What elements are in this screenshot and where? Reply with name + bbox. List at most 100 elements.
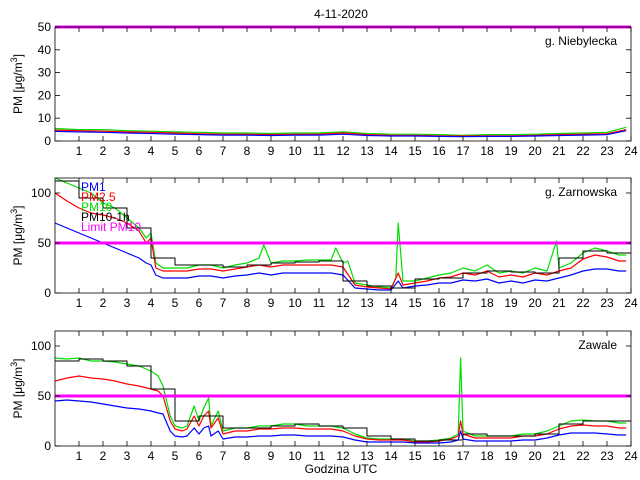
x-tick-label: 22 bbox=[576, 449, 590, 463]
x-tick-label: 18 bbox=[480, 449, 494, 463]
x-tick-label: 10 bbox=[288, 296, 302, 310]
x-tick-label: 10 bbox=[288, 144, 302, 158]
x-tick-label: 21 bbox=[552, 449, 566, 463]
y-tick-label: 100 bbox=[31, 339, 51, 353]
y-tick-label: 0 bbox=[44, 286, 51, 300]
chart-panel-1: 1 2 3 4 5 6 7 8 9 10 11 12 13 14 15 16 17 18 19 20 21 22 23 240… bbox=[9, 20, 638, 158]
x-tick-label: 20 bbox=[528, 144, 542, 158]
figure-title: 4-11-2020 bbox=[314, 7, 368, 21]
x-tick-label: 16 bbox=[432, 449, 446, 463]
series-pm1 bbox=[55, 399, 627, 444]
x-tick-label: 13 bbox=[360, 144, 374, 158]
x-tick-label: 16 bbox=[432, 296, 446, 310]
x-tick-label: 15 bbox=[408, 449, 422, 463]
x-tick-label: 19 bbox=[504, 144, 518, 158]
x-tick-label: 22 bbox=[576, 144, 590, 158]
x-tick-label: 8 bbox=[244, 144, 251, 158]
x-tick-label: 3 bbox=[124, 144, 131, 158]
x-tick-label: 16 bbox=[432, 144, 446, 158]
chart-panel-2: 1 2 3 4 5 6 7 8 9 10 11 12 13 14 15 16 17 18 19 20 21 22 23 240… bbox=[9, 177, 638, 310]
x-tick-label: 1 bbox=[76, 144, 83, 158]
y-tick-label: 40 bbox=[38, 43, 52, 57]
y-tick-label: 50 bbox=[38, 236, 52, 250]
x-tick-label: 5 bbox=[172, 144, 179, 158]
y-axis-label: PM [μg/m3] bbox=[9, 54, 25, 114]
x-tick-label: 3 bbox=[124, 296, 131, 310]
y-tick-label: 30 bbox=[38, 66, 52, 80]
x-tick-label: 9 bbox=[268, 144, 275, 158]
x-tick-label: 18 bbox=[480, 144, 494, 158]
station-name: g. Zarnowska bbox=[545, 185, 617, 199]
x-tick-label: 9 bbox=[268, 449, 275, 463]
x-axis-label: Godzina UTC bbox=[305, 462, 378, 476]
x-tick-label: 10 bbox=[288, 449, 302, 463]
x-tick-label: 6 bbox=[196, 144, 203, 158]
chart-panels: 1 2 3 4 5 6 7 8 9 10 11 12 13 14 15 16 17 18 19 20 21 22 23 240… bbox=[9, 20, 638, 463]
x-tick-label: 3 bbox=[124, 449, 131, 463]
x-tick-label: 13 bbox=[360, 296, 374, 310]
series-pm10_1h bbox=[55, 358, 631, 442]
series-pm10 bbox=[55, 126, 627, 136]
x-tick-label: 6 bbox=[196, 449, 203, 463]
x-tick-label: 5 bbox=[172, 449, 179, 463]
x-tick-label: 11 bbox=[313, 144, 326, 158]
y-axis-label: PM [μg/m3] bbox=[9, 206, 25, 266]
x-tick-label: 4 bbox=[148, 449, 155, 463]
x-tick-label: 23 bbox=[600, 144, 614, 158]
x-tick-label: 18 bbox=[480, 296, 494, 310]
x-tick-label: 14 bbox=[384, 449, 398, 463]
y-tick-label: 20 bbox=[38, 88, 52, 102]
series-pm1 bbox=[55, 222, 627, 291]
x-tick-label: 14 bbox=[384, 144, 398, 158]
x-tick-label: 2 bbox=[100, 449, 107, 463]
x-tick-label: 11 bbox=[313, 449, 326, 463]
legend-item-pm25: PM2.5 bbox=[81, 190, 116, 204]
x-tick-label: 8 bbox=[244, 296, 251, 310]
x-tick-label: 17 bbox=[456, 449, 470, 463]
x-tick-label: 8 bbox=[244, 449, 251, 463]
x-tick-label: 12 bbox=[336, 449, 350, 463]
x-tick-label: 5 bbox=[172, 296, 179, 310]
x-tick-label: 19 bbox=[504, 296, 518, 310]
x-tick-label: 2 bbox=[100, 144, 107, 158]
chart-panel-3: 1 2 3 4 5 6 7 8 9 10 11 12 13 14 15 16 17 18 19 20 21 22 23 240… bbox=[9, 330, 638, 463]
x-tick-label: 13 bbox=[360, 449, 374, 463]
y-axis-label: PM [μg/m3] bbox=[9, 359, 25, 419]
x-tick-label: 15 bbox=[408, 296, 422, 310]
x-tick-label: 9 bbox=[268, 296, 275, 310]
x-tick-label: 4 bbox=[148, 296, 155, 310]
x-tick-label: 1 bbox=[76, 296, 83, 310]
x-tick-label: 17 bbox=[456, 144, 470, 158]
x-tick-label: 23 bbox=[600, 296, 614, 310]
x-tick-label: 22 bbox=[576, 296, 590, 310]
y-tick-label: 10 bbox=[38, 111, 52, 125]
x-tick-label: 24 bbox=[624, 144, 638, 158]
x-tick-label: 24 bbox=[624, 296, 638, 310]
x-tick-label: 1 bbox=[76, 449, 83, 463]
station-name: g. Niebylecka bbox=[545, 34, 617, 48]
y-tick-label: 100 bbox=[31, 186, 51, 200]
x-tick-label: 21 bbox=[552, 296, 566, 310]
y-tick-label: 50 bbox=[38, 389, 52, 403]
x-tick-label: 7 bbox=[220, 144, 227, 158]
x-tick-label: 23 bbox=[600, 449, 614, 463]
series-pm25 bbox=[55, 129, 627, 137]
station-name: Zawale bbox=[578, 338, 617, 352]
legend-item-limit: Limit PM10 bbox=[81, 220, 141, 234]
x-tick-label: 7 bbox=[220, 449, 227, 463]
y-tick-label: 50 bbox=[38, 20, 52, 34]
x-tick-label: 12 bbox=[336, 296, 350, 310]
x-tick-label: 6 bbox=[196, 296, 203, 310]
series-pm10 bbox=[55, 357, 627, 442]
x-tick-label: 7 bbox=[220, 296, 227, 310]
series-pm10_1h bbox=[55, 180, 631, 289]
x-tick-label: 15 bbox=[408, 144, 422, 158]
y-tick-label: 0 bbox=[44, 134, 51, 148]
x-tick-label: 20 bbox=[528, 296, 542, 310]
legend-item-pm10_1h: PM10-1h bbox=[81, 210, 130, 224]
legend-item-pm10: PM10 bbox=[81, 200, 113, 214]
x-tick-label: 11 bbox=[313, 296, 326, 310]
plot-area bbox=[55, 357, 631, 444]
x-tick-label: 19 bbox=[504, 449, 518, 463]
